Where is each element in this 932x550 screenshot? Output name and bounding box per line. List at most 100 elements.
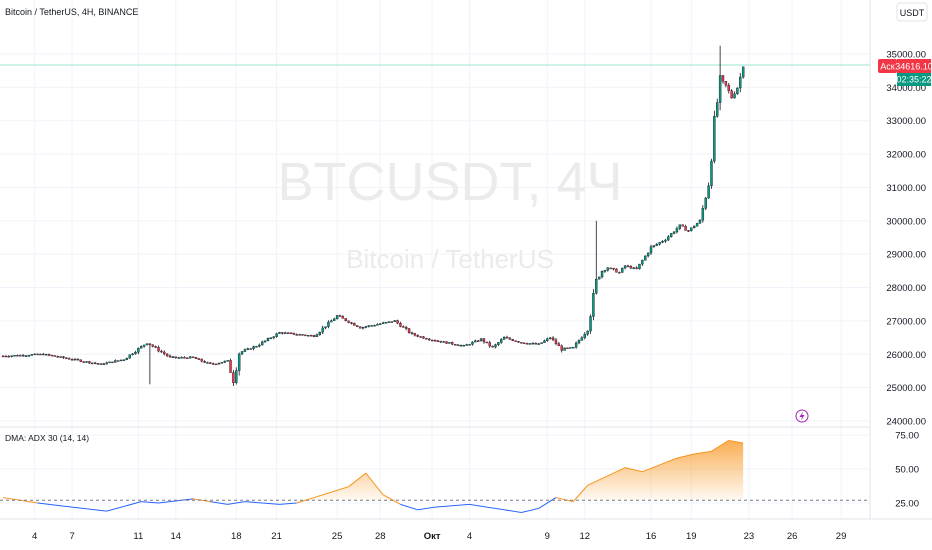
candle-body xyxy=(356,325,359,327)
adx-line-segment xyxy=(262,502,280,505)
price-tick-label: 35000.00 xyxy=(886,50,926,61)
candle-body xyxy=(551,337,555,341)
candle-body xyxy=(128,354,131,359)
candle-body xyxy=(500,339,503,343)
candle-body xyxy=(517,341,520,343)
event-marker[interactable] xyxy=(795,409,809,423)
candle-body xyxy=(304,334,307,337)
candle-body xyxy=(733,93,736,99)
candle-body xyxy=(79,359,82,362)
candle-body xyxy=(606,267,610,271)
time-tick-label: 11 xyxy=(133,531,143,542)
candle-body xyxy=(191,356,195,358)
candle-body xyxy=(154,346,157,348)
indicator-axis[interactable]: 75.00 50.00 25.00 xyxy=(895,431,919,510)
candle-body xyxy=(468,344,471,346)
candle-body xyxy=(142,344,146,347)
candle-body xyxy=(511,339,514,341)
candle-body xyxy=(592,292,595,317)
candle-body xyxy=(70,358,74,361)
adx-line-segment xyxy=(193,498,211,503)
candle-body xyxy=(171,356,175,358)
adx-line-segment xyxy=(141,501,159,504)
candle-body xyxy=(258,344,261,347)
candle-body xyxy=(534,342,538,345)
candle-body xyxy=(433,339,437,342)
candle-body xyxy=(30,354,34,356)
price-tick-label: 31000.00 xyxy=(886,183,926,194)
candle-body xyxy=(566,347,569,350)
time-tick-label: 7 xyxy=(69,531,74,542)
candle-body xyxy=(404,327,408,329)
time-tick-label: 21 xyxy=(271,531,282,542)
adx-series xyxy=(0,439,870,514)
candle-body xyxy=(724,81,728,86)
candle-body xyxy=(338,315,342,317)
adx-line-segment xyxy=(521,507,539,514)
currency-button[interactable]: USDT xyxy=(896,2,928,22)
time-tick-label: 28 xyxy=(375,531,386,542)
candle-body xyxy=(50,354,54,357)
indicator-tick-label: 50.00 xyxy=(895,465,919,476)
price-axis[interactable]: 35000.00 34000.00 33000.00 32000.00 31000.00… xyxy=(886,50,926,428)
candle-body xyxy=(474,340,477,343)
candle-body xyxy=(646,252,650,257)
candle-body xyxy=(586,330,589,335)
candle-body xyxy=(318,331,322,336)
candle-body xyxy=(649,246,653,254)
candle-body xyxy=(376,324,379,326)
candle-body xyxy=(134,352,137,355)
candle-body xyxy=(687,230,690,232)
candle-body xyxy=(292,332,296,335)
candle-body xyxy=(436,340,440,342)
adx-line-segment xyxy=(348,472,367,488)
candle-body xyxy=(47,354,51,356)
candle-body xyxy=(620,267,624,273)
candle-body xyxy=(145,343,149,346)
candle-body xyxy=(497,342,500,345)
adx-line-segment xyxy=(555,497,574,503)
candle-body xyxy=(125,357,129,360)
candle-body xyxy=(629,266,633,269)
candle-body xyxy=(226,360,229,362)
adx-line-segment xyxy=(434,505,453,508)
candle-body xyxy=(212,363,215,365)
candle-body xyxy=(278,332,281,334)
candlestick-series xyxy=(1,45,745,386)
candle-body xyxy=(413,333,417,336)
adx-line-segment xyxy=(642,464,660,473)
candle-body xyxy=(384,322,388,324)
candle-body xyxy=(419,336,422,338)
candle-body xyxy=(44,354,48,356)
candle-body xyxy=(65,357,68,359)
candle-body xyxy=(655,243,658,246)
candle-body xyxy=(572,346,575,349)
candle-body xyxy=(505,336,509,339)
candle-body xyxy=(479,338,483,342)
candle-body xyxy=(390,321,394,323)
price-tick-label: 33000.00 xyxy=(886,116,926,127)
candle-body xyxy=(615,268,618,273)
candle-body xyxy=(174,356,178,358)
candle-body xyxy=(531,342,535,345)
candle-body xyxy=(194,357,198,359)
candle-body xyxy=(476,340,480,342)
candle-body xyxy=(7,355,10,358)
adx-line-segment xyxy=(728,439,744,444)
candle-body xyxy=(255,346,258,348)
candle-body xyxy=(612,267,615,270)
time-axis[interactable]: 4 7 11 14 18 21 25 28 Окт 4 9 12 16 19 23 26 29 xyxy=(32,531,846,542)
candle-body xyxy=(730,90,733,99)
candle-body xyxy=(502,336,506,340)
candle-body xyxy=(569,347,572,349)
indicator-title[interactable]: DMA: ADX 30 (14, 14) xyxy=(5,433,89,443)
candle-body xyxy=(197,358,201,360)
candle-body xyxy=(595,278,598,294)
time-tick-label: 16 xyxy=(646,531,657,542)
adx-line-segment xyxy=(400,503,418,511)
candle-body xyxy=(246,348,250,350)
candle-body xyxy=(667,236,670,241)
candle-body xyxy=(399,322,402,327)
candle-body xyxy=(353,322,356,326)
